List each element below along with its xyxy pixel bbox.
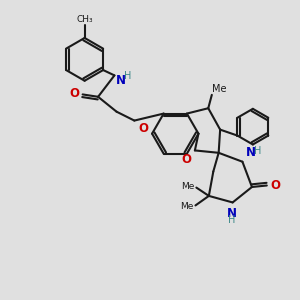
Text: O: O: [270, 179, 280, 192]
Text: H: H: [228, 215, 236, 225]
Text: Me: Me: [212, 84, 227, 94]
Text: O: O: [138, 122, 148, 135]
Text: O: O: [70, 87, 80, 100]
Text: H: H: [124, 71, 132, 81]
Text: N: N: [227, 207, 237, 220]
Text: Me: Me: [181, 202, 194, 211]
Text: CH₃: CH₃: [76, 15, 93, 24]
Text: O: O: [181, 153, 191, 166]
Text: N: N: [246, 146, 256, 159]
Text: Me: Me: [182, 182, 195, 191]
Text: H: H: [254, 146, 261, 156]
Text: N: N: [116, 74, 126, 87]
